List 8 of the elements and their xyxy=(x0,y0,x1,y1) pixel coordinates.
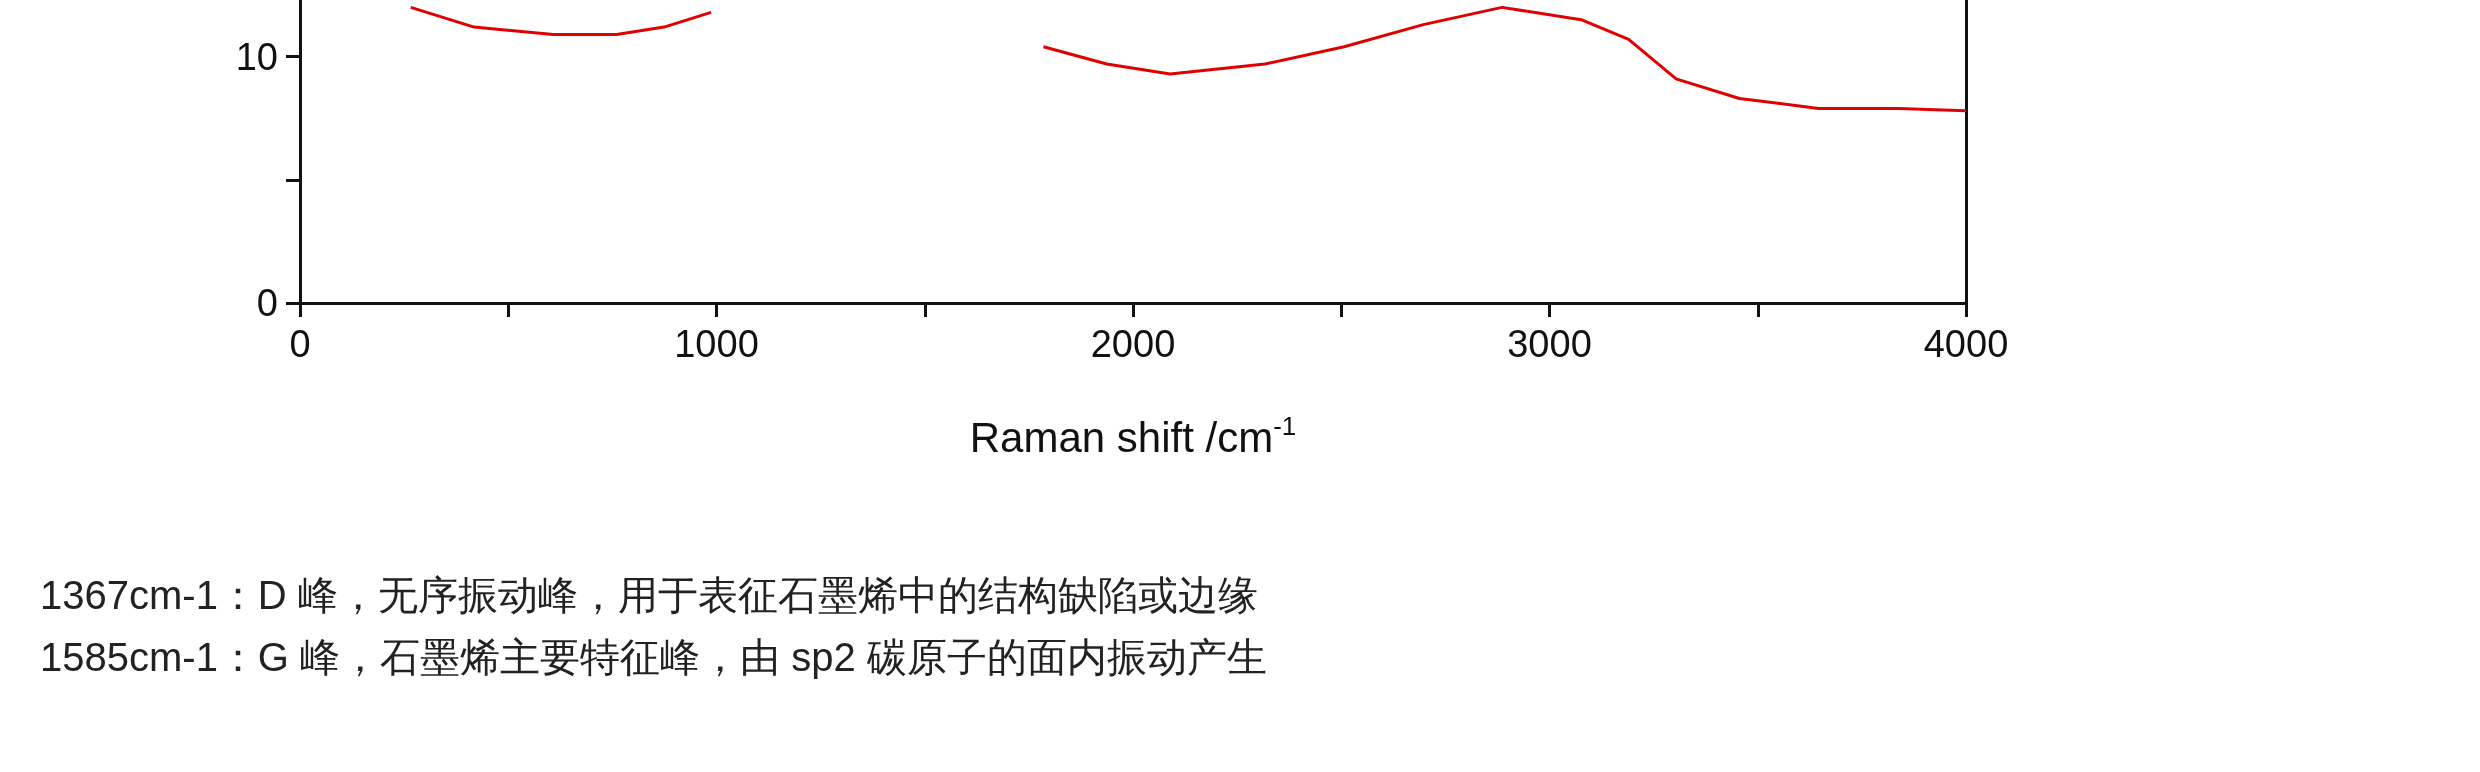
x-tick-label: 4000 xyxy=(1923,323,2009,365)
x-tick-label: 2000 xyxy=(1090,323,1176,365)
x-tick-label: 0 xyxy=(289,323,311,365)
x-tick-label: 1000 xyxy=(674,323,759,365)
text: 1367cm-1：D 峰，无序振动峰，用于表征石墨烯中的结构缺陷或边缘 xyxy=(40,573,1258,617)
x-tick-label: 3000 xyxy=(1507,323,1592,365)
text: 1585cm-1：G 峰，石墨烯主要特征峰，由 sp2 碳原子的面内振动产生 xyxy=(40,635,1267,679)
y-tick-label: 10 xyxy=(235,35,278,78)
